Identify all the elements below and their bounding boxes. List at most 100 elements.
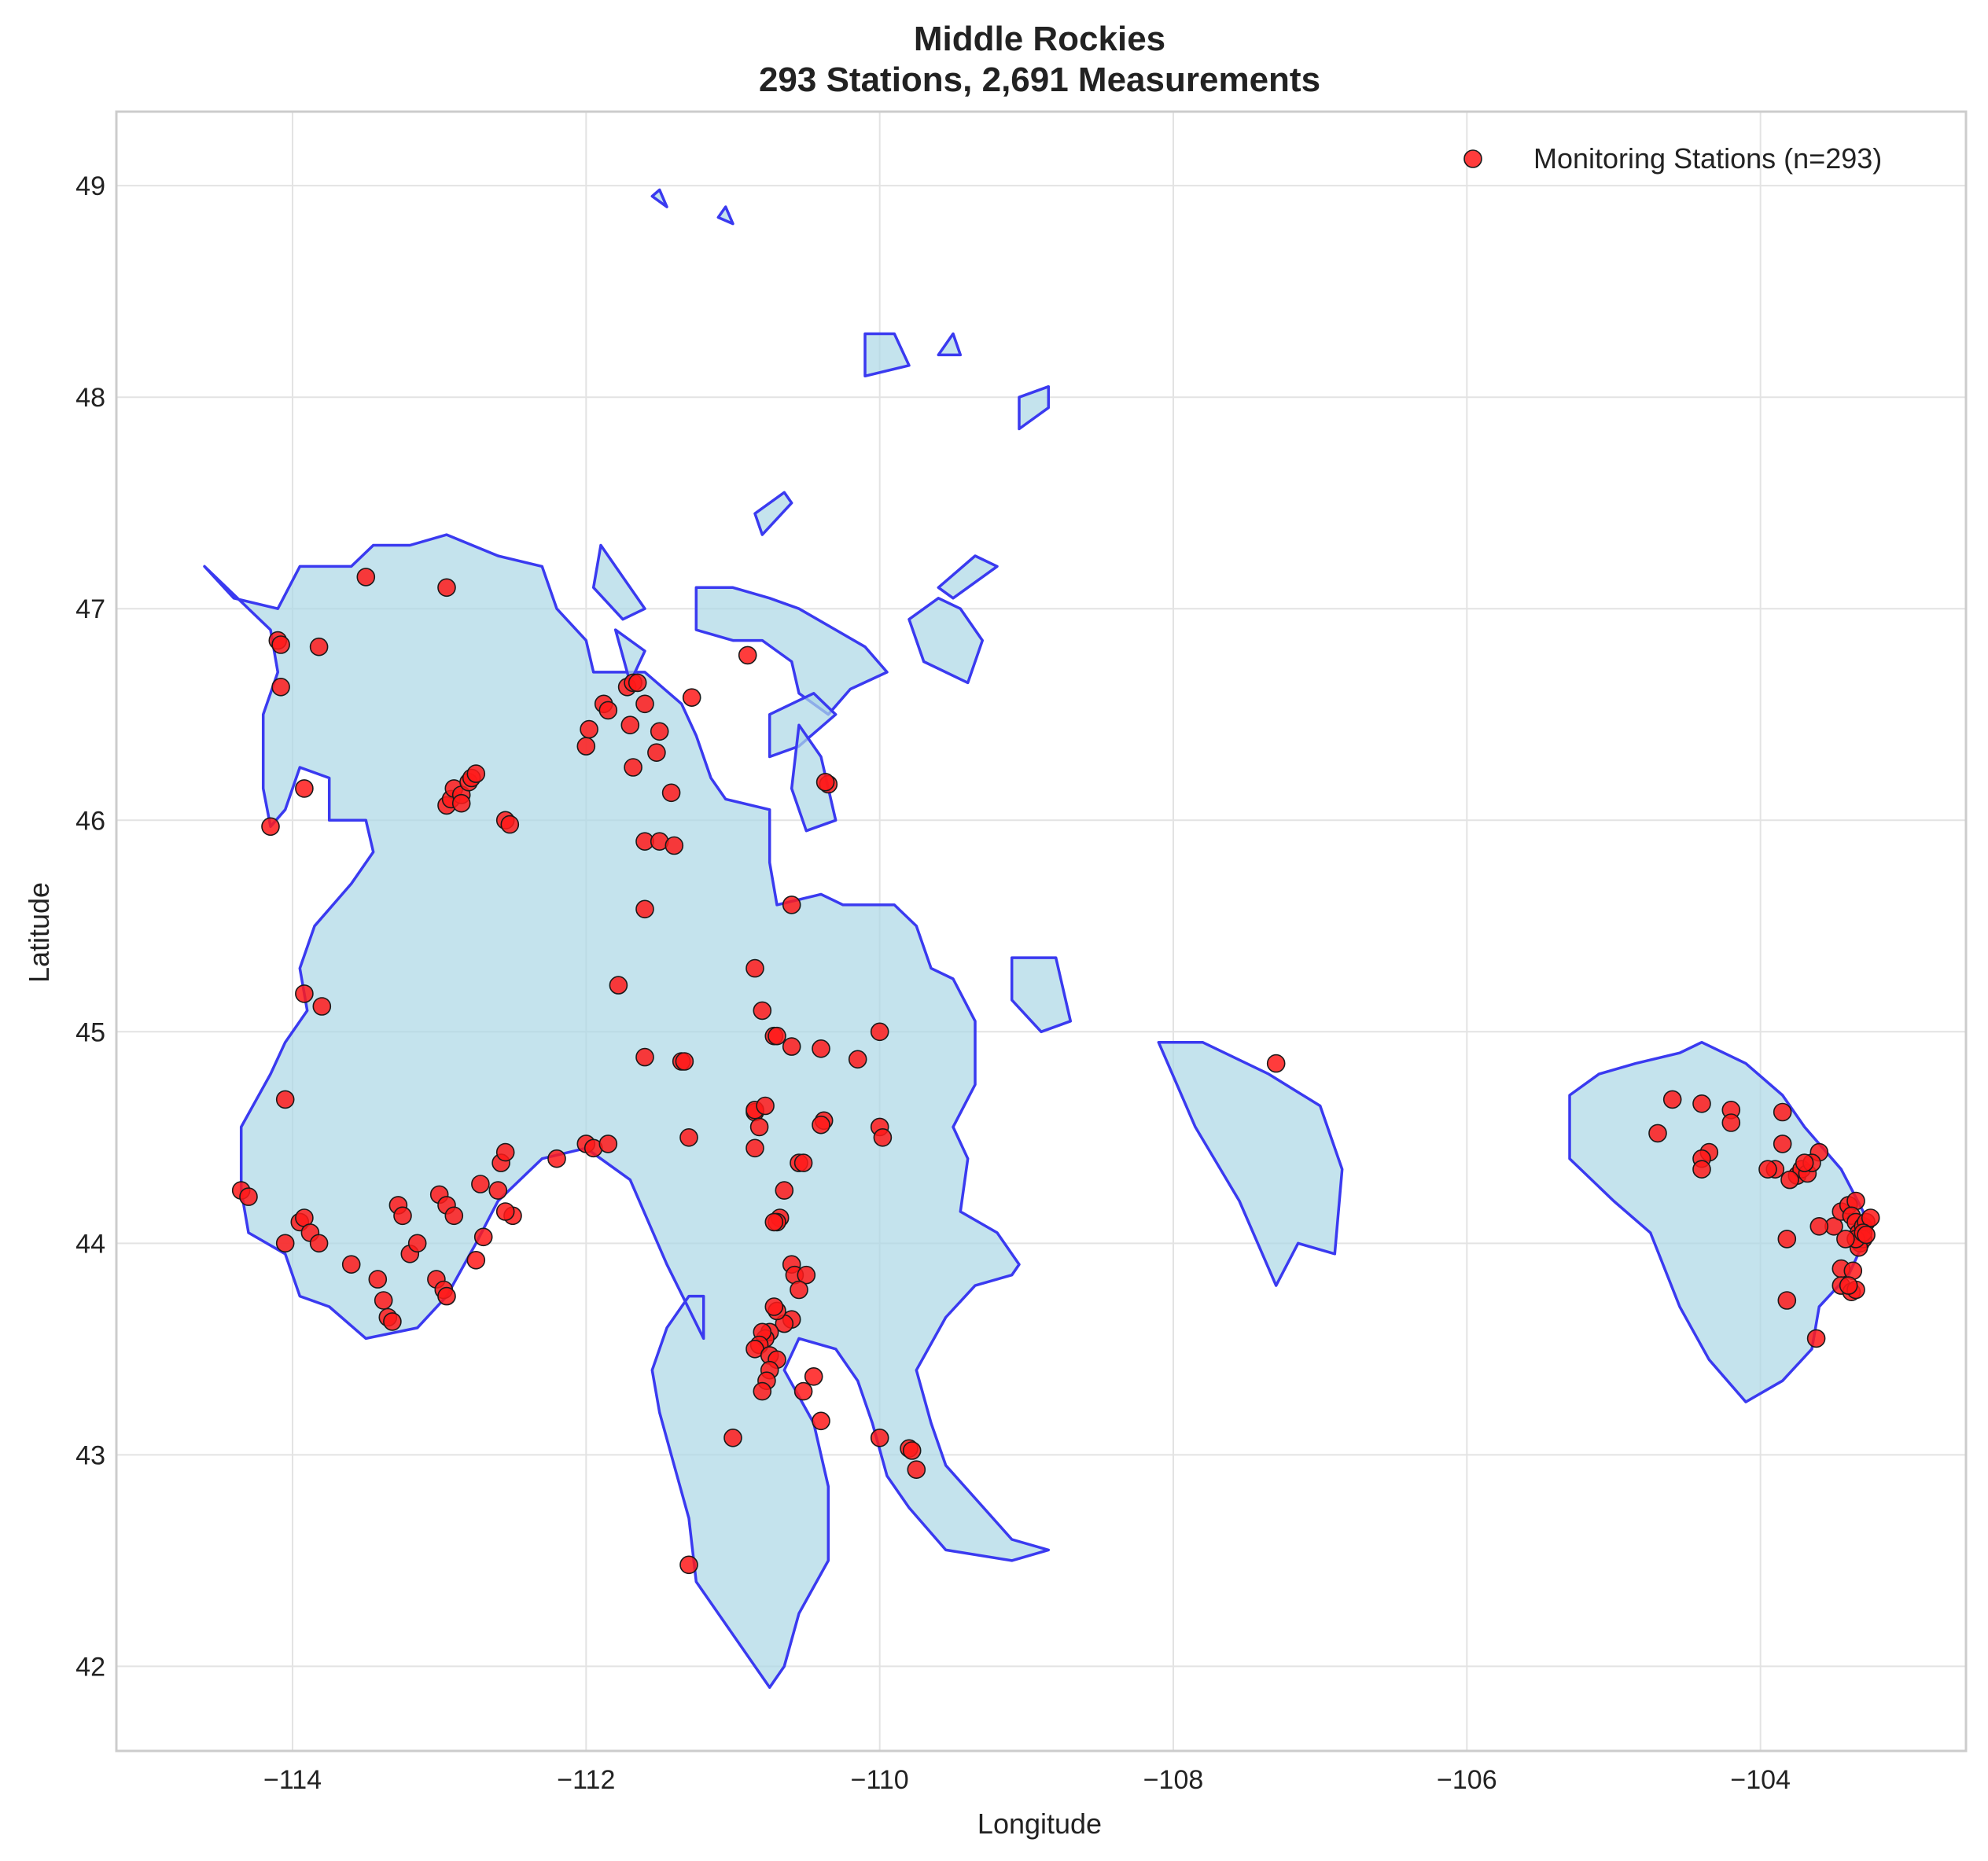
station-marker (341, 1255, 361, 1274)
station-marker (665, 836, 684, 855)
y-tick-label: 44 (75, 1229, 105, 1259)
station-marker (738, 645, 757, 665)
station-marker (295, 779, 314, 798)
station-marker (473, 1227, 493, 1247)
station-marker (451, 793, 471, 813)
station-marker (1692, 1160, 1711, 1179)
station-marker (437, 578, 456, 598)
region-polygon (937, 332, 963, 357)
station-marker (275, 1234, 295, 1253)
station-marker (1777, 1291, 1797, 1310)
station-marker (407, 1234, 427, 1253)
region-polygon (937, 554, 999, 600)
legend: Monitoring Stations (n=293) (1463, 142, 1882, 175)
station-marker (309, 1234, 329, 1253)
legend-label: Monitoring Stations (n=293) (1533, 142, 1882, 175)
station-marker (1662, 1090, 1682, 1109)
region-polygon (1157, 1040, 1344, 1287)
station-marker (815, 772, 835, 792)
station-marker (609, 976, 628, 995)
station-marker (495, 1142, 515, 1162)
station-marker (804, 1367, 823, 1386)
region-polygon (863, 332, 911, 378)
y-tick-label: 48 (75, 383, 105, 413)
y-tick-labels: 42 43 44 45 46 47 48 49 (75, 171, 105, 1682)
station-marker (650, 722, 669, 741)
y-tick-label: 45 (75, 1017, 105, 1047)
station-marker (437, 1286, 456, 1306)
station-marker (1648, 1124, 1667, 1143)
station-marker (812, 1039, 830, 1058)
x-tick-label: −112 (557, 1765, 615, 1795)
station-marker (239, 1187, 258, 1206)
region-polygon (694, 586, 889, 716)
map-title: Middle Rockies (914, 20, 1165, 58)
station-marker (393, 1206, 412, 1226)
region-polygon (1018, 384, 1051, 431)
station-marker (812, 1115, 830, 1135)
x-tick-label: −104 (1730, 1765, 1791, 1795)
station-marker (661, 783, 681, 803)
station-marker (647, 743, 666, 763)
station-marker (746, 1138, 764, 1158)
station-marker (1773, 1102, 1792, 1122)
station-marker (271, 677, 290, 697)
station-marker (1721, 1113, 1741, 1132)
station-marker (679, 1128, 698, 1147)
region-polygon (203, 533, 1051, 1690)
region-polygon (716, 205, 734, 226)
y-tick-label: 49 (75, 171, 105, 201)
station-marker (746, 958, 764, 978)
station-marker (1836, 1230, 1855, 1249)
station-marker (675, 1052, 694, 1071)
station-marker (723, 1429, 742, 1447)
station-marker (768, 1026, 786, 1046)
station-marker (368, 1270, 388, 1289)
legend-marker (1463, 149, 1482, 168)
station-marker (1806, 1329, 1826, 1348)
station-marker (356, 568, 376, 587)
station-marker (753, 1001, 772, 1021)
station-marker (500, 815, 520, 834)
region-polygon (790, 723, 838, 833)
region-polygon (907, 597, 985, 685)
y-axis-label: Latitude (23, 882, 55, 983)
station-marker (797, 1265, 816, 1285)
y-tick-label: 47 (75, 594, 105, 624)
station-marker (374, 1291, 393, 1310)
station-marker (1857, 1225, 1876, 1245)
station-marker (775, 1181, 794, 1200)
station-marker (1809, 1217, 1829, 1236)
station-marker (682, 688, 701, 708)
station-marker (488, 1181, 508, 1200)
station-marker (1773, 1135, 1792, 1153)
region-polygon (613, 628, 646, 685)
station-marker (756, 1096, 775, 1116)
station-marker (679, 1555, 698, 1575)
y-tick-label: 42 (75, 1652, 105, 1682)
station-marker (275, 1090, 295, 1109)
station-marker (466, 764, 486, 783)
station-marker (1795, 1153, 1814, 1172)
station-marker (870, 1429, 889, 1447)
station-marker (576, 737, 596, 756)
station-marker (309, 637, 329, 656)
x-tick-label: −108 (1143, 1765, 1204, 1795)
station-marker (598, 1135, 618, 1153)
station-marker (1777, 1230, 1797, 1249)
station-marker (620, 715, 640, 735)
station-marker (790, 1280, 808, 1300)
station-marker (580, 719, 598, 739)
map-subtitle: 293 Stations, 2,691 Measurements (759, 61, 1320, 99)
station-marker (261, 817, 280, 837)
station-marker (812, 1411, 830, 1431)
x-axis-label: Longitude (977, 1808, 1102, 1840)
station-marker (753, 1381, 772, 1401)
station-marker (635, 1047, 654, 1067)
station-marker (635, 694, 654, 714)
station-marker (295, 984, 314, 1003)
x-tick-labels: −114 −112 −110 −108 −106 −104 (263, 1765, 1791, 1795)
station-marker (1861, 1208, 1880, 1227)
station-marker (782, 896, 801, 914)
